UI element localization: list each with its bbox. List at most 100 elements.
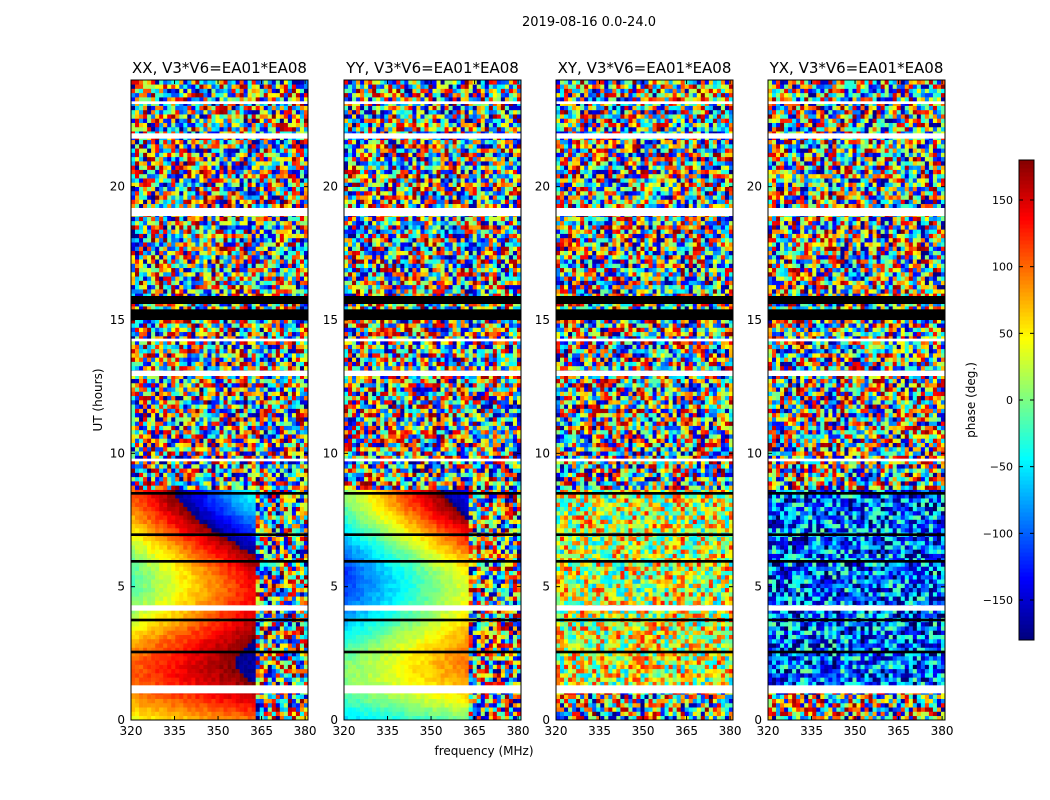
heatmap-cell — [199, 442, 204, 448]
heatmap-cell — [183, 455, 188, 461]
heatmap-cell — [251, 485, 256, 490]
heatmap-cell — [191, 574, 196, 580]
heatmap-cell — [267, 306, 273, 311]
heatmap-cell — [211, 540, 216, 546]
heatmap-cell — [195, 242, 200, 247]
heatmap-cell — [183, 233, 188, 239]
heatmap-cell — [219, 621, 224, 627]
heatmap-cell — [223, 344, 228, 350]
heatmap-cell — [131, 638, 136, 644]
heatmap-cell — [207, 600, 212, 606]
heatmap-cell — [175, 600, 180, 606]
heatmap-cell — [267, 519, 273, 525]
heatmap-cell — [239, 357, 244, 362]
heatmap-cell — [135, 681, 140, 687]
heatmap-cell — [267, 574, 273, 580]
heatmap-cell — [291, 348, 297, 354]
heatmap-cell — [187, 421, 192, 426]
heatmap-cell — [263, 523, 269, 529]
heatmap-cell — [239, 600, 244, 606]
heatmap-cell — [247, 293, 252, 298]
heatmap-cell — [155, 528, 160, 533]
heatmap-cell — [243, 613, 248, 618]
heatmap-cell — [251, 246, 256, 251]
heatmap-cell — [135, 498, 140, 503]
heatmap-cell — [171, 528, 176, 533]
heatmap-cell — [235, 353, 240, 358]
heatmap-cell — [247, 382, 252, 388]
heatmap-cell — [259, 498, 265, 503]
heatmap-cell — [203, 613, 208, 618]
heatmap-cell — [199, 694, 204, 699]
heatmap-cell — [255, 293, 261, 298]
heatmap-cell — [275, 592, 281, 597]
heatmap-cell — [271, 250, 277, 256]
heatmap-cell — [183, 528, 188, 533]
heatmap-cell — [183, 267, 188, 273]
heatmap-cell — [171, 417, 176, 422]
heatmap-cell — [179, 318, 184, 324]
heatmap-cell — [215, 378, 220, 384]
heatmap-cell — [235, 272, 240, 277]
heatmap-cell — [243, 493, 248, 499]
heatmap-cell — [183, 344, 188, 350]
heatmap-cell — [271, 472, 277, 478]
heatmap-cell — [271, 600, 277, 606]
heatmap-cell — [223, 272, 228, 277]
heatmap-cell — [143, 246, 148, 251]
heatmap-cell — [151, 293, 156, 298]
heatmap-cell — [239, 361, 244, 367]
heatmap-cell — [275, 464, 281, 469]
heatmap-cell — [227, 259, 232, 264]
heatmap-cell — [139, 643, 144, 648]
heatmap-cell — [227, 609, 232, 614]
heatmap-cell — [271, 587, 277, 593]
heatmap-cell — [143, 374, 148, 379]
heatmap-cell — [239, 715, 244, 721]
heatmap-cell — [155, 579, 160, 584]
heatmap-cell — [263, 378, 269, 384]
heatmap-cell — [251, 498, 256, 503]
heatmap-cell — [175, 323, 180, 328]
heatmap-cell — [223, 365, 228, 371]
heatmap-cell — [227, 408, 232, 414]
heatmap-cell — [239, 656, 244, 661]
heatmap-cell — [179, 425, 184, 431]
heatmap-cell — [207, 540, 212, 546]
heatmap-cell — [191, 340, 196, 345]
heatmap-cell — [291, 242, 297, 247]
heatmap-cell — [139, 417, 144, 422]
heatmap-cell — [179, 468, 184, 473]
heatmap-cell — [267, 523, 273, 529]
heatmap-cell — [251, 348, 256, 354]
heatmap-cell — [151, 647, 156, 653]
heatmap-cell — [147, 327, 152, 333]
heatmap-cell — [275, 272, 281, 277]
heatmap-cell — [179, 515, 184, 520]
heatmap-cell — [139, 246, 144, 251]
heatmap-cell — [287, 643, 293, 648]
heatmap-cell — [219, 626, 224, 631]
heatmap-cell — [267, 656, 273, 661]
heatmap-cell — [263, 323, 269, 328]
heatmap-cell — [283, 596, 289, 601]
heatmap-cell — [231, 715, 236, 721]
heatmap-cell — [191, 668, 196, 674]
heatmap-cell — [187, 677, 192, 682]
heatmap-cell — [259, 263, 265, 269]
heatmap-cell — [135, 630, 140, 635]
heatmap-cell — [147, 267, 152, 273]
heatmap-cell — [179, 613, 184, 618]
heatmap-cell — [219, 451, 224, 456]
heatmap-cell — [223, 677, 228, 682]
heatmap-cell — [163, 404, 168, 409]
heatmap-cell — [239, 323, 244, 328]
heatmap-cell — [235, 425, 240, 431]
heatmap-cell — [151, 545, 156, 550]
heatmap-cell — [191, 587, 196, 593]
heatmap-cell — [275, 638, 281, 644]
heatmap-cell — [271, 694, 277, 699]
heatmap-cell — [191, 643, 196, 648]
heatmap-cell — [163, 464, 168, 469]
heatmap-cell — [291, 630, 297, 635]
